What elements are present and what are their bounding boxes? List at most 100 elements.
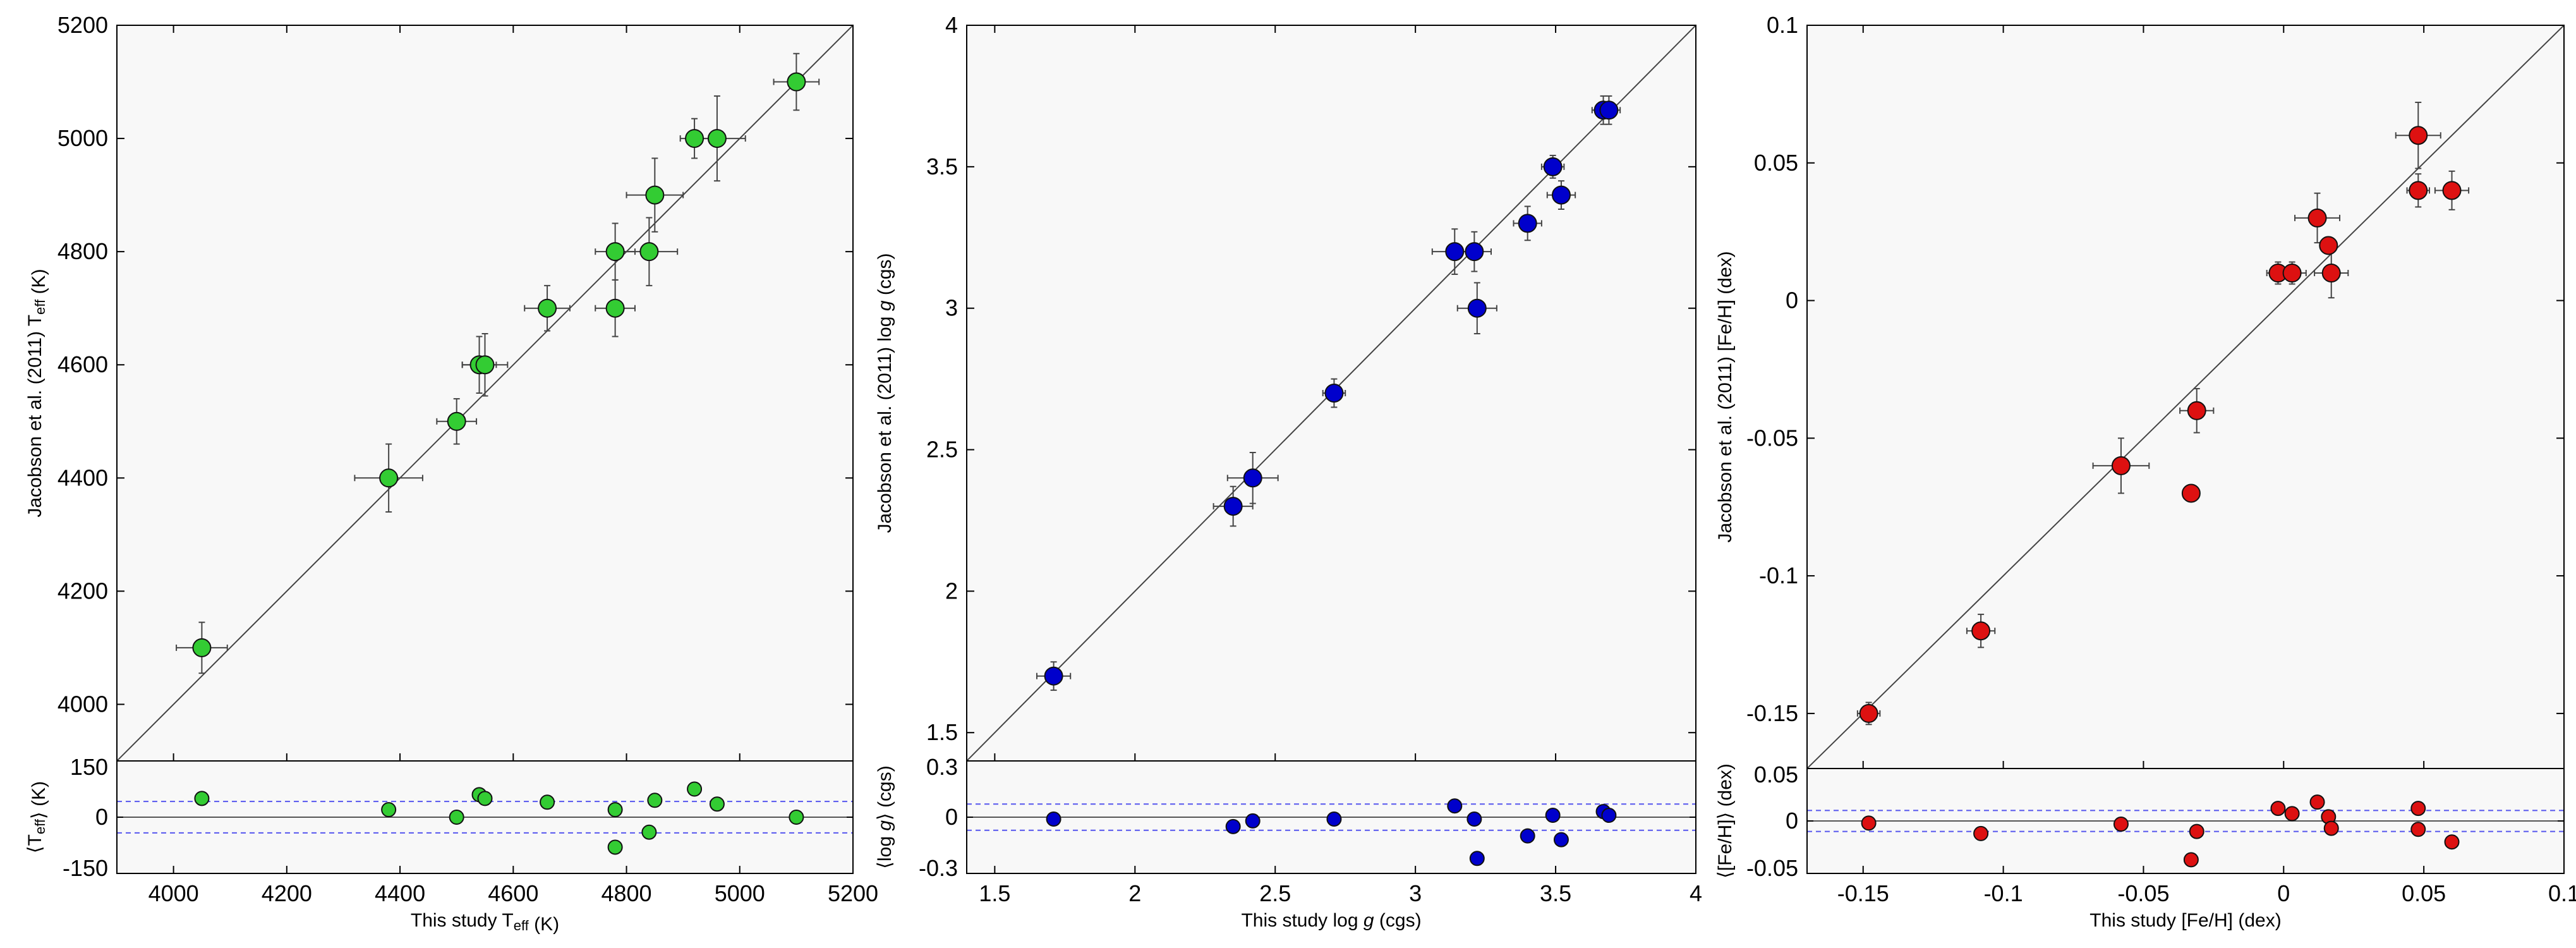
residual-point [1973,825,1989,841]
x-tick-label: 4 [1690,880,1702,906]
data-point [2321,264,2341,283]
data-point [639,242,659,262]
residual-point [477,791,493,806]
residual-point [194,791,210,806]
residual-tick-label: 150 [70,754,108,780]
y-tick-label: 4600 [57,351,108,377]
data-point [1445,242,1465,262]
data-point [1324,384,1344,403]
residual-point [1447,798,1463,814]
x-axis-label: This study [Fe/H] (dex) [2089,910,2281,931]
data-point [685,129,704,149]
panel-teff: 4000 4200 4400 4600 4800 5000 5200 4000 4200 4400… [25,12,878,935]
data-point [2111,456,2131,475]
x-tick-label: 4800 [601,880,651,906]
residual-point [1861,815,1877,831]
y-axis-label: Jacobson et al. (2011) [Fe/H] (dex) [1715,251,1736,542]
y-tick-label: 1.5 [926,719,958,745]
data-point [1223,497,1243,516]
residual-point [381,802,397,818]
residual-point [687,781,703,797]
residual-point [607,839,623,855]
data-point [2409,181,2428,200]
residual-point [540,794,555,810]
residual-point [2410,822,2426,837]
residual-axis-label: ⟨log g⟩ (cgs) [874,765,895,869]
y-tick-label: 3 [945,295,958,321]
data-point [447,411,466,431]
x-tick-label: 2.5 [1259,880,1291,906]
data-point [605,242,625,262]
residual-axis-label: ⟨[Fe/H]⟩ (dex) [1715,763,1736,878]
residual-point [1046,811,1061,827]
x-tick-label: -0.15 [1837,880,1889,906]
data-point [1518,214,1537,233]
y-axis-label: Jacobson et al. (2011) Teff (K) [25,269,49,517]
residual-point [607,802,623,818]
residual-tick-label: -150 [63,855,108,881]
x-tick-label: -0.1 [1984,880,2023,906]
y-tick-label: 4000 [57,691,108,717]
residual-axis-label: ⟨Teff⟩ (K) [25,781,49,853]
residual-point [789,810,804,825]
data-point [379,468,399,488]
data-point [1467,298,1487,318]
data-point [1599,100,1619,120]
panel-feh: -0.15 -0.1 -0.05 0 0.05 0.1 -0.15 -0.1 -0.05 0 0.0… [1715,12,2576,931]
residual-point [1225,818,1241,834]
residual-point [1245,813,1261,829]
one-to-one-line [1807,25,2564,769]
x-tick-label: 0.1 [2548,880,2576,906]
x-tick-label: 4400 [375,880,425,906]
residual-point [1520,828,1535,844]
y-tick-label: 0.1 [1767,12,1798,38]
x-tick-label: 0.05 [2402,880,2446,906]
data-point [2187,401,2206,420]
data-point [2442,181,2462,200]
data-point [2409,126,2428,145]
residual-point [2309,794,2325,810]
y-tick-label: 4200 [57,578,108,604]
residual-tick-label: 0 [95,804,108,830]
y-tick-label: 0.05 [1754,150,1798,176]
residual-point [647,793,663,808]
residual-tick-label: -0.05 [1746,855,1798,881]
data-point [645,185,665,205]
data-point [538,298,557,318]
x-tick-label: 4200 [262,880,312,906]
residual-point [1466,811,1482,827]
data-point [2282,264,2302,283]
residual-point [2189,823,2204,839]
y-axis-label: Jacobson et al. (2011) log g (cgs) [874,253,895,533]
data-point [1859,703,1878,723]
y-tick-label: 0 [1786,288,1798,313]
residual-point [2444,834,2460,850]
residual-point [2323,820,2339,836]
residual-point [2284,806,2300,822]
x-tick-label: 5200 [828,880,878,906]
data-point [707,129,727,149]
data-point [787,72,806,92]
x-tick-label: 2 [1128,880,1141,906]
data-point [1044,666,1063,686]
residual-point [1545,808,1561,823]
x-tick-label: 0 [2277,880,2290,906]
data-point [1465,242,1484,262]
data-point [192,638,212,657]
y-tick-label: 2 [945,578,958,604]
x-tick-label: -0.05 [2117,880,2169,906]
residual-point [1326,811,1342,827]
y-tick-label: 4400 [57,465,108,490]
x-axis-label: This study log g (cgs) [1241,910,1421,931]
x-tick-label: 3.5 [1540,880,1571,906]
x-tick-label: 5000 [715,880,765,906]
residual-point [2113,816,2129,832]
y-tick-label: -0.1 [1759,562,1798,588]
y-tick-label: 5000 [57,125,108,151]
residual-tick-label: 0 [1786,808,1798,834]
residual-point [1553,832,1569,848]
y-tick-label: 5200 [57,12,108,38]
x-tick-label: 1.5 [979,880,1010,906]
data-point [1971,621,1991,641]
